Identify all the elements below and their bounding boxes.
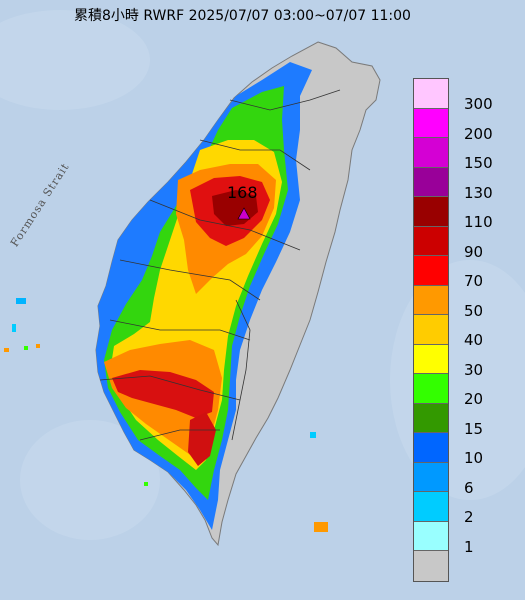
legend-swatch [414, 551, 448, 581]
legend-swatch [414, 167, 448, 197]
legend-label: 70 [464, 272, 484, 290]
county-boundaries [99, 89, 341, 441]
legend-swatch [414, 344, 448, 374]
map-title: 累積8小時 RWRF 2025/07/07 03:00~07/07 11:00 [74, 8, 411, 24]
legend-swatch [414, 492, 448, 522]
legend-label: 40 [464, 331, 484, 349]
legend-label: 10 [464, 449, 484, 467]
legend-swatch [414, 462, 448, 492]
legend-label: 2 [464, 508, 474, 526]
legend-label: 1 [464, 537, 474, 556]
legend-swatch [414, 521, 448, 551]
legend-swatch [414, 374, 448, 404]
legend-swatch [414, 256, 448, 286]
legend-labels: 300 200 150 130 110 90 70 50 40 30 20 15 10 6 2 1 [464, 96, 493, 568]
legend-swatch [414, 197, 448, 227]
legend-swatch [414, 285, 448, 315]
offshore-echoes [4, 298, 328, 532]
legend-label: 200 [464, 124, 493, 143]
legend-label: 20 [464, 390, 484, 408]
legend-label: 110 [464, 213, 493, 231]
legend-swatch [414, 138, 448, 168]
legend-swatch [414, 226, 448, 256]
legend-label: 15 [464, 419, 484, 438]
legend-swatch [414, 108, 448, 138]
rain-red-south2 [188, 412, 216, 466]
legend-swatch [414, 433, 448, 463]
legend-label: 50 [464, 301, 484, 320]
legend-label: 300 [464, 95, 493, 113]
legend-swatch [414, 403, 448, 433]
legend-label: 150 [464, 154, 493, 172]
rain-red-south [112, 370, 214, 418]
max-rainfall-marker [237, 207, 251, 220]
legend-label: 90 [464, 242, 484, 261]
legend-label: 6 [464, 478, 474, 497]
legend-color-bar [413, 78, 449, 582]
legend-label: 130 [464, 183, 493, 202]
legend-swatch [414, 79, 448, 109]
legend-swatch [414, 315, 448, 345]
legend-label: 30 [464, 360, 484, 379]
max-rainfall-label: 168 [227, 183, 258, 202]
